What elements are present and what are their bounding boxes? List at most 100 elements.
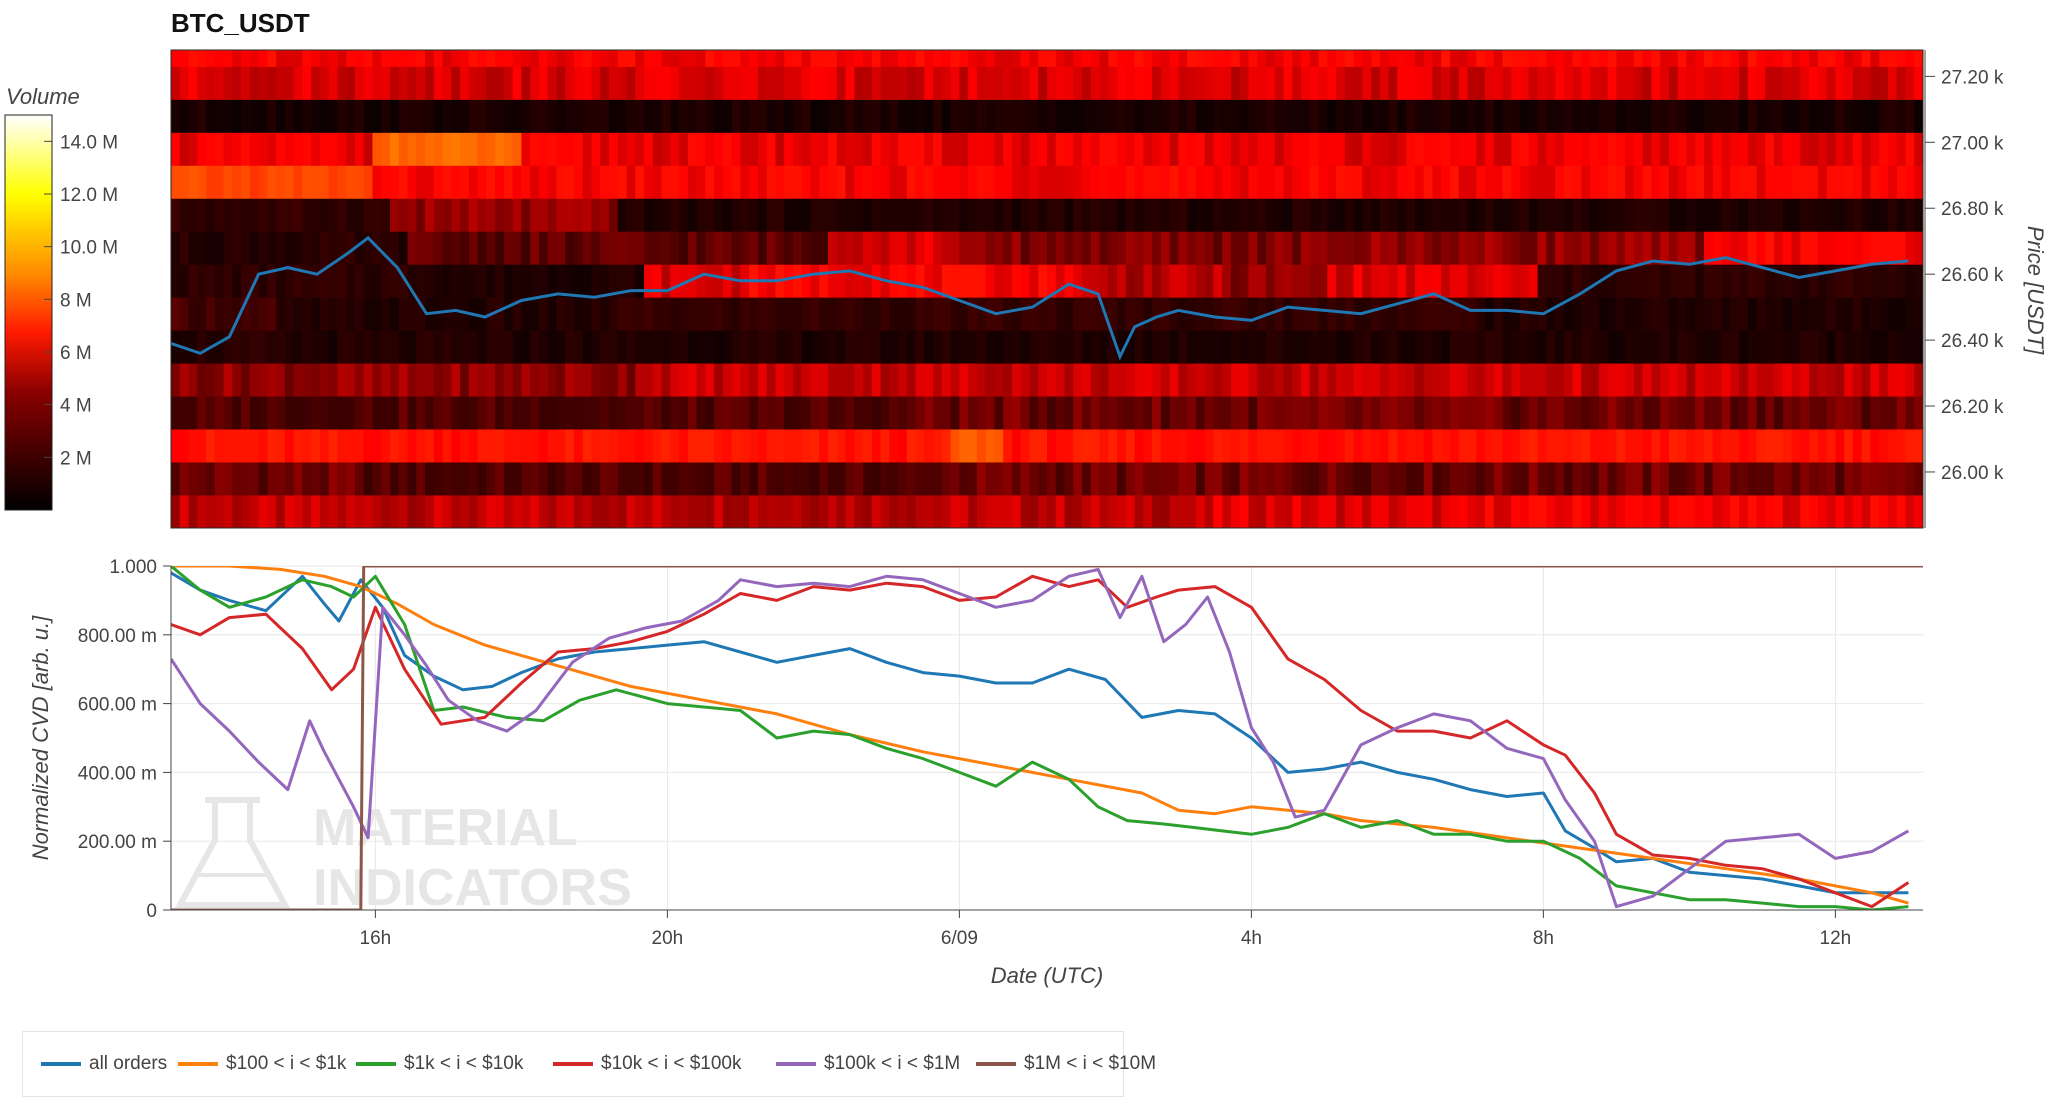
heatmap-cell [1082, 264, 1092, 298]
heatmap-cell [1826, 495, 1836, 528]
heatmap-cell [1870, 50, 1880, 67]
legend-item[interactable]: all orders [41, 1032, 167, 1096]
heatmap-cell [1055, 50, 1066, 67]
heatmap-cell [1379, 396, 1390, 430]
heatmap-cell [1432, 165, 1442, 199]
heatmap-cell [1152, 462, 1162, 496]
heatmap-cell [1765, 495, 1775, 528]
heatmap-cell [1283, 297, 1293, 331]
heatmap-cell [1011, 165, 1022, 199]
heatmap-cell [171, 429, 181, 463]
heatmap-cell [302, 495, 312, 528]
heatmap-cell [1204, 198, 1215, 232]
heatmap-cell [328, 495, 339, 528]
heatmap-cell [1099, 429, 1109, 463]
heatmap-cell [933, 66, 943, 100]
heatmap-cell [1852, 50, 1863, 67]
heatmap-cell [1651, 66, 1661, 100]
legend-item[interactable]: $100k < i < $1M [776, 1032, 960, 1096]
heatmap-cell [521, 198, 531, 232]
heatmap-cell [714, 231, 724, 265]
heatmap-cell [933, 198, 943, 232]
heatmap-cell [171, 165, 181, 199]
heatmap-cell [354, 198, 365, 232]
heatmap-cell [258, 66, 268, 100]
heatmap-cell [565, 165, 575, 199]
heatmap-cell [1274, 231, 1285, 265]
heatmap-cell [1117, 330, 1127, 364]
heatmap-cell [1152, 198, 1162, 232]
heatmap-cell [582, 297, 593, 331]
heatmap-cell [687, 99, 698, 133]
heatmap-cell [1546, 165, 1556, 199]
heatmap-cell [1318, 495, 1328, 528]
heatmap-cell [1721, 66, 1731, 100]
heatmap-cell [1528, 198, 1539, 232]
heatmap-cell [1511, 50, 1521, 67]
heatmap-cell [276, 66, 286, 100]
heatmap-cell [617, 429, 628, 463]
heatmap-cell [1625, 330, 1635, 364]
heatmap-cell [573, 429, 584, 463]
heatmap-cell [1861, 297, 1872, 331]
heatmap-cell [819, 429, 829, 463]
heatmap-cell [600, 495, 610, 528]
heatmap-cell [538, 429, 549, 463]
heatmap-cell [959, 396, 969, 430]
heatmap-cell [1064, 462, 1074, 496]
heatmap-cell [1108, 99, 1118, 133]
heatmap-cell [416, 495, 426, 528]
heatmap-cell [933, 330, 943, 364]
heatmap-cell [775, 297, 785, 331]
heatmap-cell [1283, 198, 1293, 232]
heatmap-cell [1143, 50, 1153, 67]
heatmap-cell [1677, 50, 1688, 67]
heatmap-cell [1590, 66, 1600, 100]
heatmap-cell [854, 297, 864, 331]
heatmap-cell [1739, 396, 1749, 430]
heatmap-cell [372, 429, 382, 463]
heatmap-cell [757, 396, 768, 430]
heatmap-cell [644, 132, 654, 166]
heatmap-cell [1774, 495, 1784, 528]
heatmap-cell [1791, 231, 1801, 265]
heatmap-cell [898, 462, 908, 496]
heatmap-cell [223, 297, 233, 331]
heatmap-cell [670, 132, 680, 166]
heatmap-cell [863, 231, 873, 265]
heatmap-cell [941, 330, 952, 364]
legend-item[interactable]: $1M < i < $10M [976, 1032, 1156, 1096]
heatmap-cell [521, 66, 531, 100]
heatmap-cell [1555, 495, 1565, 528]
heatmap-cell [538, 462, 549, 496]
heatmap-cell [232, 363, 242, 397]
heatmap-cell [1791, 495, 1801, 528]
heatmap-cell [573, 462, 584, 496]
heatmap-cell [398, 462, 409, 496]
legend-item[interactable]: $1k < i < $10k [356, 1032, 523, 1096]
heatmap-cell [749, 99, 759, 133]
heatmap-cell [784, 495, 794, 528]
heatmap-cell [1125, 198, 1136, 232]
heatmap-cell [792, 495, 803, 528]
heatmap-cell [696, 264, 706, 298]
heatmap-cell [1301, 99, 1311, 133]
heatmap-cell [635, 363, 645, 397]
heatmap-cell [1686, 66, 1696, 100]
heatmap-cell [258, 198, 268, 232]
heatmap-cell [460, 231, 470, 265]
heatmap-cell [933, 264, 943, 298]
legend-item[interactable]: $10k < i < $100k [553, 1032, 742, 1096]
heatmap-cell [1800, 231, 1810, 265]
heatmap-cell [381, 198, 391, 232]
heatmap-cell [206, 462, 216, 496]
heatmap-cell [249, 198, 260, 232]
legend-item[interactable]: $100 < i < $1k [178, 1032, 346, 1096]
heatmap-cell [573, 396, 584, 430]
heatmap-cell [1230, 99, 1241, 133]
heatmap-cell [573, 99, 584, 133]
heatmap-cell [871, 495, 882, 528]
heatmap-cell [538, 66, 549, 100]
heatmap-cell [1318, 231, 1328, 265]
heatmap-cell [766, 429, 777, 463]
